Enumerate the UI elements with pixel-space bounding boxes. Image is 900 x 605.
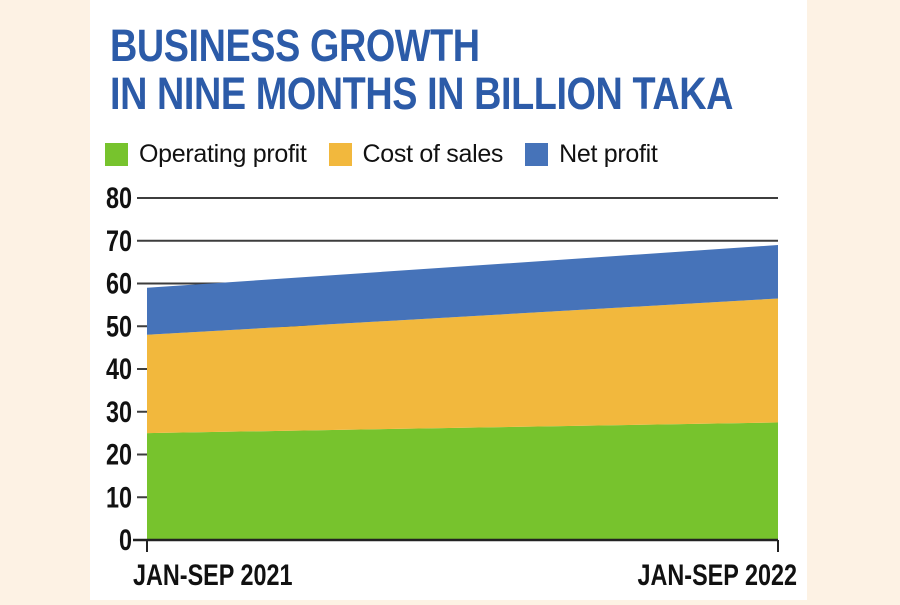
content-panel: BUSINESS GROWTH IN NINE MONTHS IN BILLIO… [90,0,807,600]
chart-canvas: 0 10 20 30 40 50 60 70 80 JAN-SEP 2021 JAN-SEP 202… [106,181,797,591]
y-tick-label: 10 [106,480,132,513]
y-tick-label: 70 [106,224,132,257]
x-category-label: JAN-SEP 2022 [638,558,797,591]
area-cost-of-sales [147,298,778,434]
legend-label: Net profit [559,140,658,168]
y-tick-label: 0 [119,523,132,556]
area-net-profit [147,245,778,335]
y-tick-label: 80 [106,181,132,214]
stacked-area-chart: 0 10 20 30 40 50 60 70 80 JAN-SEP 2021 JAN-SEP 202… [90,180,807,600]
y-tick-label: 40 [106,352,132,385]
x-category-label: JAN-SEP 2021 [133,558,293,591]
legend-swatch-icon [105,143,128,166]
chart-title-line1: BUSINESS GROWTH [110,20,480,71]
legend-item: Net profit [525,140,658,169]
legend-item: Operating profit [105,140,307,169]
legend: Operating profit Cost of sales Net profit [105,140,658,169]
legend-item: Cost of sales [328,140,504,169]
legend-label: Cost of sales [362,140,504,168]
legend-swatch-icon [328,143,352,166]
chart-title: BUSINESS GROWTH IN NINE MONTHS IN BILLIO… [110,22,733,118]
y-tick-label: 50 [106,309,132,342]
chart-title-line2: IN NINE MONTHS IN BILLION TAKA [110,68,733,119]
area-operating-profit [147,422,778,540]
legend-label: Operating profit [139,140,307,168]
legend-swatch-icon [525,143,549,166]
y-tick-label: 60 [106,267,132,300]
y-tick-label: 20 [106,438,132,471]
y-tick-label: 30 [106,395,132,428]
